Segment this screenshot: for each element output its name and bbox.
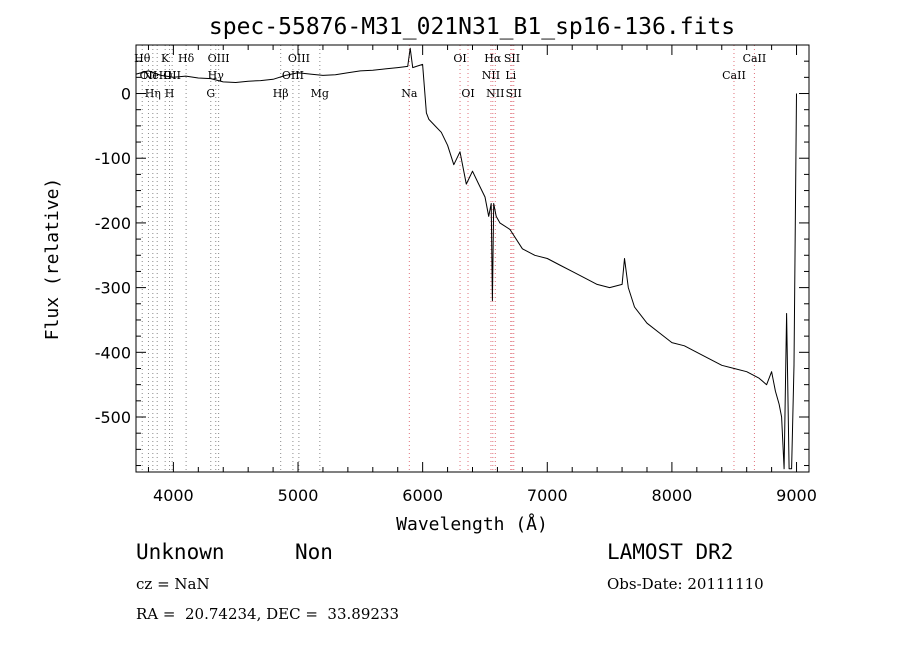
- y-axis-ticks: 0 -100 -200 -300 -400 -500: [95, 60, 809, 467]
- spectrum-series: [135, 47, 797, 470]
- y-tick-label: -400: [95, 343, 131, 362]
- y-tick-label: 0: [121, 85, 131, 104]
- redshift-cz: cz = NaN: [136, 575, 210, 593]
- spectral-line-label: Hη: [145, 87, 161, 100]
- x-tick-label: 5000: [278, 486, 319, 505]
- object-class: Unknown: [136, 540, 225, 564]
- spectral-line-label: OII: [140, 69, 158, 82]
- spectral-line-label: Hγ: [208, 69, 225, 82]
- spectral-line-label: Mg: [311, 87, 329, 100]
- spectral-line-label: OIII: [208, 52, 230, 65]
- x-axis-label: Wavelength (Å): [396, 513, 548, 535]
- spectral-line-label: NII: [482, 69, 500, 82]
- x-tick-label: 4000: [153, 486, 194, 505]
- spectral-line-label: OII: [163, 69, 181, 82]
- y-axis-label: Flux (relative): [42, 178, 63, 341]
- x-tick-label: 8000: [652, 486, 693, 505]
- spectral-line-label: NII: [486, 87, 504, 100]
- spectral-line-label: SII: [506, 87, 522, 100]
- observation-date: Obs-Date: 20111110: [607, 575, 764, 593]
- spectral-line-label: OIII: [282, 69, 304, 82]
- coordinates: RA = 20.74234, DEC = 33.89233: [136, 605, 400, 623]
- survey-name: LAMOST DR2: [607, 540, 734, 564]
- y-tick-label: -200: [95, 214, 131, 233]
- spectral-line-label: Hδ: [178, 52, 195, 65]
- spectral-line-label: CaII: [722, 69, 746, 82]
- spectral-line-label: SII: [504, 52, 520, 65]
- x-tick-label: 6000: [402, 486, 443, 505]
- spectral-line-label: Hα: [484, 52, 502, 65]
- x-tick-label: 9000: [776, 486, 817, 505]
- spectral-line-label: CaII: [743, 52, 767, 65]
- spectral-line-label: G: [206, 87, 215, 100]
- spectral-line-label: Li: [505, 69, 516, 82]
- spectral-line-label: OI: [453, 52, 466, 65]
- plot-frame: [135, 44, 810, 473]
- spectral-line-label: Na: [401, 87, 418, 100]
- spectral-line-label: K: [161, 52, 170, 65]
- spectral-line-label: NeIII: [143, 69, 172, 82]
- chart-title: spec-55876-M31_021N31_B1_sp16-136.fits: [209, 14, 735, 40]
- y-tick-label: -300: [95, 279, 131, 298]
- spectral-line-label: Hθ: [134, 52, 151, 65]
- y-tick-label: -500: [95, 408, 131, 427]
- spectrum-line: [135, 47, 797, 470]
- y-tick-label: -100: [95, 149, 131, 168]
- spectral-line-label: OI: [461, 87, 474, 100]
- x-tick-label: 7000: [527, 486, 568, 505]
- spectral-line-label: Hβ: [273, 87, 289, 100]
- object-subclass: Non: [295, 540, 333, 564]
- spectral-line-label: H: [165, 87, 175, 100]
- spectral-line-label: OIII: [288, 52, 310, 65]
- x-axis-ticks: 4000 5000 6000 7000 8000 9000: [147, 45, 817, 505]
- spectral-line-markers: [141, 45, 755, 472]
